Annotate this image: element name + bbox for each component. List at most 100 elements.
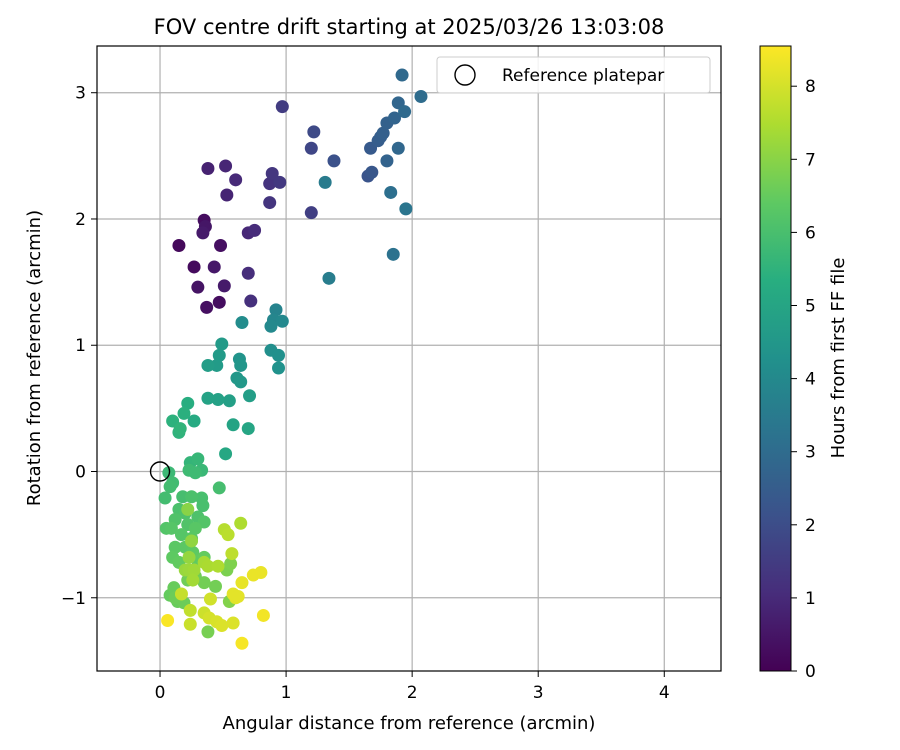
data-point [229, 173, 243, 187]
data-point [185, 490, 199, 504]
reference-platepar-point [149, 461, 171, 482]
chart-title: FOV centre drift starting at 2025/03/26 … [154, 15, 665, 39]
data-point [201, 625, 215, 639]
data-point [322, 271, 336, 285]
data-point [307, 125, 321, 139]
data-points [158, 68, 428, 650]
data-point [391, 141, 405, 155]
data-point [399, 202, 413, 216]
data-point [191, 452, 205, 466]
data-point [186, 573, 200, 587]
data-point [197, 576, 211, 590]
data-point [161, 613, 175, 627]
data-point [208, 579, 222, 593]
data-point [158, 491, 172, 505]
data-point [219, 159, 233, 173]
data-point [173, 422, 187, 436]
data-point [201, 391, 215, 405]
data-point [234, 516, 248, 530]
data-point [263, 196, 277, 210]
x-tick-label: 0 [155, 683, 166, 703]
data-point [185, 534, 199, 548]
data-point [327, 154, 341, 168]
x-axis-ticks: 0 1 2 3 4 [155, 671, 670, 703]
y-tick-label: −1 [61, 589, 86, 609]
data-point [241, 266, 255, 280]
data-point [244, 294, 258, 308]
y-tick-label: 1 [75, 336, 86, 356]
data-point [225, 547, 239, 561]
data-point [163, 480, 177, 494]
data-point [256, 608, 270, 622]
data-point [215, 337, 229, 351]
data-point [219, 447, 233, 461]
data-point [398, 105, 412, 119]
data-point [200, 300, 214, 314]
colorbar-tick-label: 8 [805, 77, 816, 97]
y-tick-label: 0 [75, 463, 86, 483]
data-point [264, 319, 278, 333]
data-point [212, 481, 226, 495]
data-point [211, 559, 225, 573]
data-point [241, 422, 255, 436]
data-point [234, 358, 248, 372]
data-point [181, 396, 195, 410]
colorbar-tick-label: 6 [805, 223, 816, 243]
data-point [217, 279, 231, 293]
data-point [272, 348, 286, 362]
data-point [181, 502, 195, 516]
colorbar-tick-label: 5 [805, 297, 816, 317]
data-point [212, 295, 226, 309]
colorbar-tick-label: 3 [805, 443, 816, 463]
legend: Reference platepar [436, 56, 711, 94]
colorbar-tick-label: 7 [805, 150, 816, 170]
y-axis-ticks: −1 0 1 2 3 [61, 84, 97, 609]
data-point [414, 90, 428, 104]
data-point [222, 394, 236, 408]
data-point [304, 141, 318, 155]
data-point [211, 393, 225, 407]
colorbar-tick-label: 2 [805, 516, 816, 536]
colorbar-tick-label: 0 [805, 662, 816, 682]
data-point [172, 238, 186, 252]
data-point [254, 566, 268, 580]
x-tick-label: 3 [533, 683, 544, 703]
data-point [220, 188, 234, 202]
data-point [386, 247, 400, 261]
colorbar: 0 1 2 3 4 5 6 7 8 Hours from first FF file [759, 45, 849, 682]
data-point [196, 226, 210, 240]
x-tick-label: 1 [281, 683, 292, 703]
data-point [384, 185, 398, 199]
data-point [201, 358, 215, 372]
data-point [235, 576, 249, 590]
data-point [215, 619, 229, 633]
data-point [187, 260, 201, 274]
data-point [203, 592, 217, 606]
data-point [221, 528, 235, 542]
data-point [388, 111, 402, 125]
data-point [177, 406, 191, 420]
data-point [214, 238, 228, 252]
data-point [231, 590, 245, 604]
data-point [273, 175, 287, 189]
data-point [187, 563, 201, 577]
data-point [243, 389, 257, 403]
data-point [168, 540, 182, 554]
data-point [272, 361, 286, 375]
data-point [275, 314, 289, 328]
plot-frame [96, 45, 722, 672]
data-point [365, 165, 379, 179]
x-axis-label: Angular distance from reference (arcmin) [223, 713, 596, 734]
data-point [183, 617, 197, 631]
data-point [304, 206, 318, 220]
data-point [224, 557, 238, 571]
data-point [376, 126, 390, 140]
data-point [182, 550, 196, 564]
reference-marker [149, 461, 171, 482]
x-tick-label: 2 [407, 683, 418, 703]
data-point [395, 68, 409, 82]
colorbar-gradient [759, 45, 792, 672]
data-point [201, 161, 215, 175]
colorbar-tick-label: 4 [805, 370, 816, 390]
